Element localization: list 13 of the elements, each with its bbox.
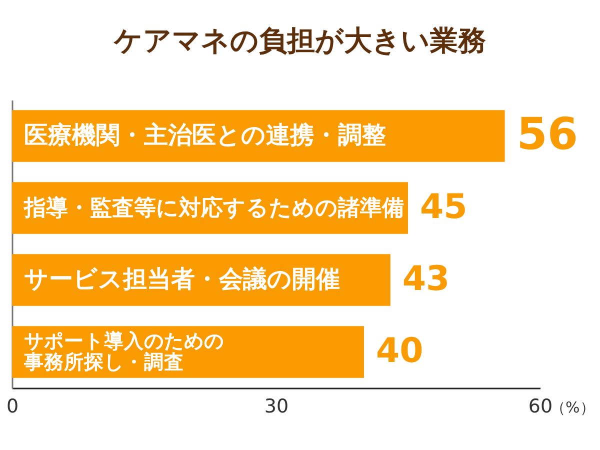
y-tick-label: 医療機関・主治医との連携・調整 <box>24 121 386 149</box>
data-label: 43 <box>402 259 450 299</box>
x-axis-title: （%） <box>550 398 595 416</box>
data-label: 45 <box>420 187 468 227</box>
x-tick-label: 30 <box>264 396 289 418</box>
data-label: 56 <box>516 109 578 160</box>
y-tick-label: サポート導入のための事務所探し・調査 <box>23 330 224 374</box>
y-tick-label: サービス担当者・会議の開催 <box>24 265 340 293</box>
chart-title: ケアマネの負担が大きい業務 <box>113 24 486 57</box>
x-tick-label: 60 <box>528 396 553 418</box>
y-tick-label: 指導・監査等に対応するための諸準備 <box>23 195 404 221</box>
data-label: 40 <box>376 331 424 371</box>
x-tick-label: 0 <box>6 396 19 418</box>
